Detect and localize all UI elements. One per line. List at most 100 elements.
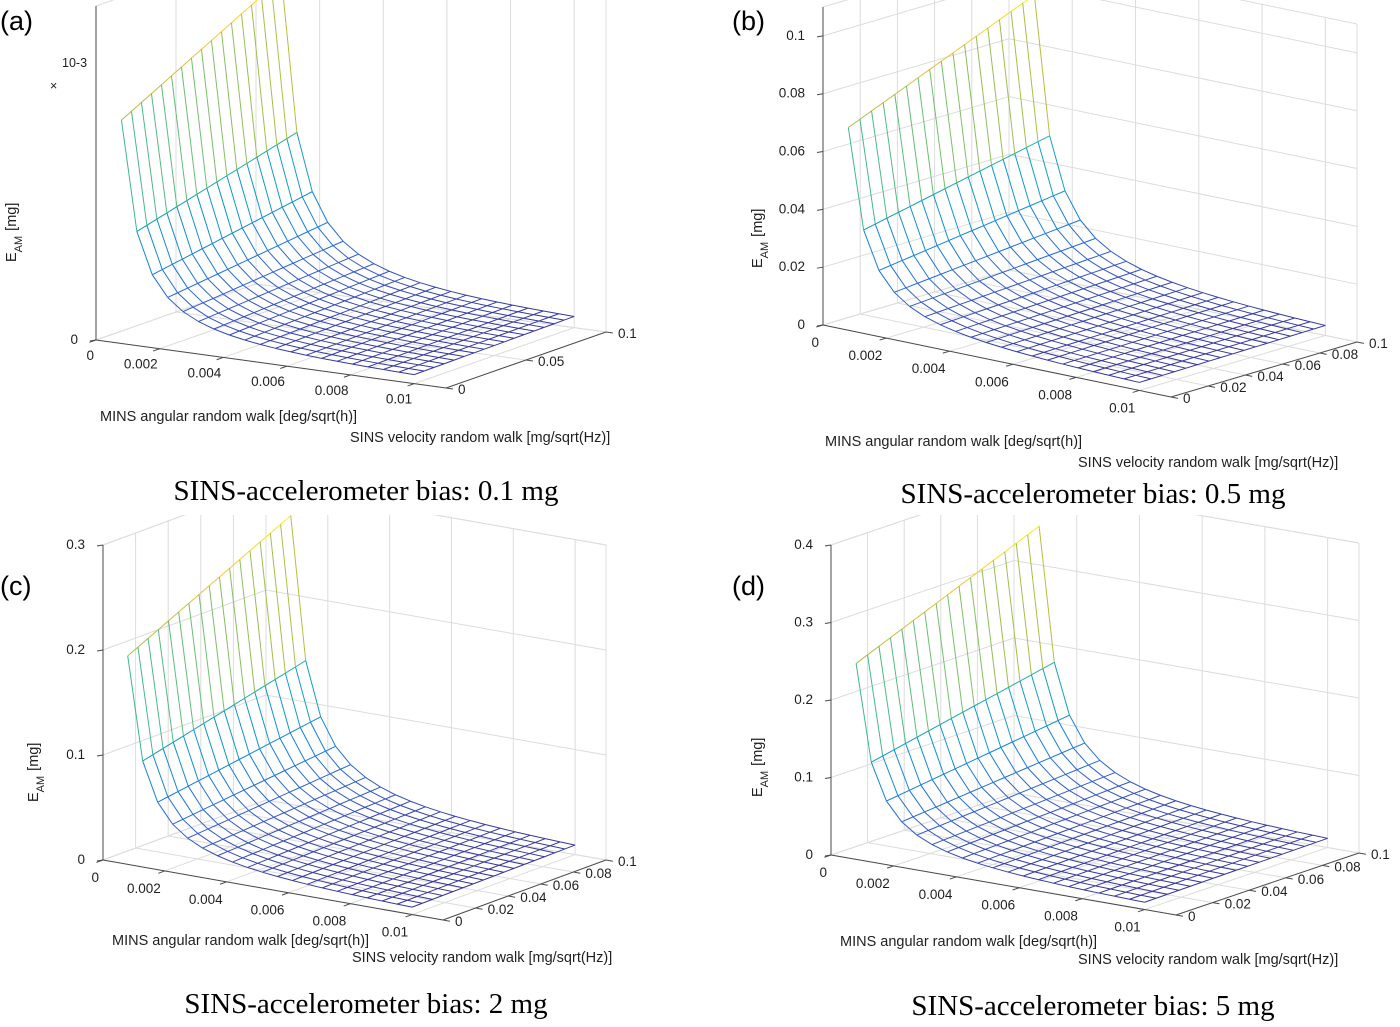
surface-mesh-line bbox=[274, 323, 285, 329]
surface-mesh-line bbox=[304, 312, 315, 318]
surface-mesh-line bbox=[276, 144, 293, 203]
surface-mesh-line bbox=[1110, 291, 1126, 298]
surface-mesh-line bbox=[901, 255, 915, 261]
y-tick-label: 0.02 bbox=[1225, 897, 1251, 912]
surface-mesh-line bbox=[433, 347, 444, 352]
surface-mesh-line bbox=[962, 705, 975, 713]
surface-mesh-line bbox=[1171, 817, 1184, 823]
surface-mesh-line bbox=[1255, 342, 1268, 348]
surface-mesh-line bbox=[1144, 310, 1161, 317]
surface-mesh-line bbox=[1038, 879, 1054, 884]
surface-mesh-line bbox=[347, 357, 363, 361]
surface-mesh-line bbox=[353, 830, 365, 836]
surface-mesh-line bbox=[1172, 281, 1188, 289]
surface-mesh-line bbox=[909, 301, 922, 307]
surface-mesh-line bbox=[316, 350, 332, 356]
surface-mesh-line bbox=[1031, 783, 1043, 789]
surface-mesh-line bbox=[1243, 854, 1256, 860]
surface-mesh-line bbox=[1056, 224, 1069, 230]
surface-mesh-line bbox=[331, 354, 348, 359]
surface-mesh-line bbox=[252, 217, 263, 224]
surface-mesh-line bbox=[1167, 868, 1183, 873]
x-tick-mark bbox=[1137, 909, 1145, 913]
surface-mesh-line bbox=[336, 357, 348, 362]
surface-mesh-line bbox=[458, 880, 474, 885]
surface-mesh-line bbox=[377, 871, 389, 877]
surface-mesh-line bbox=[364, 288, 375, 294]
surface-mesh-line bbox=[996, 797, 1009, 803]
surface-mesh-line bbox=[1046, 720, 1059, 727]
surface-mesh-line bbox=[1026, 141, 1039, 149]
surface-mesh-line bbox=[254, 685, 266, 693]
surface-mesh-line bbox=[352, 871, 364, 877]
surface-mesh-line bbox=[213, 799, 224, 806]
surface-mesh-line bbox=[263, 816, 275, 823]
surface-mesh-line bbox=[182, 818, 199, 834]
surface-mesh-line bbox=[374, 284, 385, 290]
surface-mesh-line bbox=[218, 764, 230, 771]
surface-mesh-line bbox=[192, 809, 204, 815]
surface-mesh-line bbox=[1078, 337, 1091, 342]
surface-mesh-line bbox=[415, 294, 432, 300]
surface-mesh-line bbox=[1183, 304, 1196, 309]
surface-mesh-line bbox=[1045, 233, 1062, 252]
surface-mesh-line bbox=[985, 844, 997, 850]
surface-mesh-line bbox=[985, 693, 998, 701]
surface-mesh-line bbox=[943, 835, 956, 841]
surface-mesh-line bbox=[1179, 295, 1192, 301]
surface-mesh-line bbox=[193, 722, 205, 731]
surface-mesh-line bbox=[906, 77, 919, 87]
surface-mesh-line bbox=[452, 326, 469, 331]
surface-mesh-line bbox=[386, 324, 402, 330]
surface-mesh-line bbox=[407, 334, 423, 339]
surface-mesh-line bbox=[1160, 853, 1176, 859]
surface-mesh-line bbox=[338, 829, 355, 836]
surface-mesh-line bbox=[890, 265, 907, 289]
surface-mesh-line bbox=[488, 338, 505, 343]
surface-mesh-line bbox=[372, 886, 388, 891]
surface-mesh-line bbox=[463, 336, 474, 341]
surface-mesh-line bbox=[1145, 275, 1158, 281]
surface-mesh-line bbox=[1121, 318, 1137, 324]
surface-mesh-line bbox=[958, 791, 971, 798]
surface-mesh-line bbox=[307, 863, 324, 869]
surface-mesh-line bbox=[986, 255, 1003, 273]
surface-mesh-line bbox=[303, 827, 315, 834]
surface-mesh-line bbox=[323, 283, 340, 292]
surface-mesh-line bbox=[1033, 233, 1046, 239]
surface-mesh-line bbox=[1110, 250, 1127, 262]
surface-mesh-line bbox=[202, 843, 213, 849]
surface-mesh-line bbox=[476, 305, 488, 310]
grid-line bbox=[265, 799, 607, 861]
surface-mesh-line bbox=[1158, 367, 1175, 373]
surface-mesh-line bbox=[1137, 293, 1153, 300]
surface-mesh-line bbox=[1074, 356, 1087, 361]
surface-mesh-line bbox=[226, 175, 243, 229]
surface-mesh-line bbox=[1125, 260, 1142, 270]
surface-mesh-line bbox=[243, 829, 259, 840]
grid-line bbox=[233, 811, 574, 873]
surface-mesh-line bbox=[438, 847, 450, 853]
surface-mesh-line bbox=[969, 838, 982, 844]
surface-mesh-line bbox=[986, 304, 999, 310]
surface-mesh-line bbox=[1002, 272, 1019, 285]
surface-mesh-line bbox=[975, 27, 989, 37]
surface-mesh-line bbox=[1132, 314, 1149, 320]
surface-mesh-line bbox=[350, 324, 362, 330]
surface-mesh-line bbox=[979, 276, 992, 282]
surface-mesh-line bbox=[352, 875, 368, 880]
surface-mesh-line bbox=[1062, 363, 1079, 369]
surface-mesh-line bbox=[1026, 850, 1039, 856]
surface-mesh-line bbox=[339, 313, 356, 319]
surface-mesh-line bbox=[217, 855, 233, 863]
surface-mesh-line bbox=[1033, 288, 1046, 294]
surface-mesh-line bbox=[244, 698, 261, 749]
surface-mesh-line bbox=[545, 838, 561, 843]
surface-mesh-line bbox=[431, 316, 448, 322]
surface-mesh-line bbox=[1175, 878, 1187, 884]
surface-mesh-line bbox=[1209, 813, 1222, 819]
surface-mesh-line bbox=[996, 801, 1013, 814]
surface-mesh-line bbox=[1079, 311, 1095, 318]
surface-mesh-line bbox=[352, 894, 368, 899]
surface-mesh-line bbox=[1094, 317, 1110, 323]
